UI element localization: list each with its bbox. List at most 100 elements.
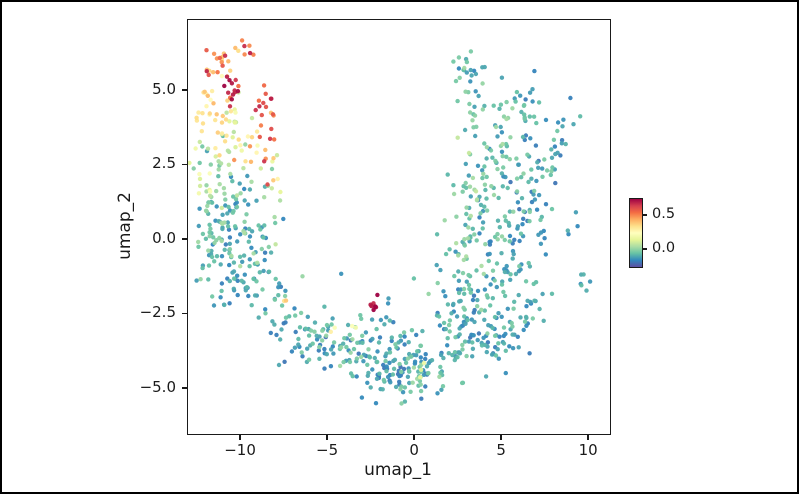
data-point bbox=[499, 130, 505, 135]
data-point bbox=[314, 333, 319, 338]
data-point bbox=[203, 236, 209, 241]
data-point bbox=[476, 93, 481, 99]
data-point bbox=[501, 165, 506, 170]
data-point bbox=[468, 79, 473, 84]
data-point bbox=[217, 55, 222, 61]
data-point bbox=[470, 175, 476, 181]
data-point bbox=[451, 301, 456, 307]
data-point bbox=[200, 111, 205, 116]
data-point bbox=[197, 176, 203, 182]
data-point bbox=[503, 141, 509, 147]
data-point bbox=[540, 174, 545, 179]
data-point bbox=[531, 192, 536, 197]
data-point bbox=[402, 334, 407, 339]
data-point bbox=[306, 333, 312, 338]
data-point bbox=[470, 340, 475, 345]
data-point bbox=[312, 320, 318, 325]
data-point bbox=[200, 144, 205, 149]
data-point bbox=[476, 331, 482, 336]
data-point bbox=[457, 75, 462, 80]
data-point bbox=[234, 204, 240, 210]
data-point bbox=[480, 226, 485, 231]
data-point bbox=[488, 303, 493, 308]
data-point bbox=[226, 90, 231, 95]
data-point bbox=[259, 112, 264, 118]
data-point bbox=[426, 291, 431, 297]
data-point bbox=[378, 317, 384, 323]
data-point bbox=[470, 118, 475, 123]
data-point bbox=[196, 223, 201, 229]
data-point bbox=[497, 334, 502, 339]
data-point bbox=[238, 143, 243, 148]
data-point bbox=[233, 110, 238, 115]
data-point bbox=[472, 232, 477, 237]
data-point bbox=[374, 326, 379, 332]
data-point bbox=[399, 369, 404, 374]
data-point bbox=[238, 264, 243, 269]
data-point bbox=[517, 238, 522, 244]
data-point bbox=[316, 348, 321, 353]
data-point bbox=[247, 187, 253, 192]
data-point bbox=[455, 135, 460, 140]
data-point bbox=[482, 204, 487, 209]
data-point bbox=[468, 194, 473, 199]
data-point bbox=[305, 346, 310, 351]
data-point bbox=[272, 322, 277, 327]
data-point bbox=[500, 154, 505, 159]
data-point bbox=[300, 354, 305, 359]
data-point bbox=[503, 370, 508, 376]
data-point bbox=[205, 146, 211, 151]
data-point bbox=[296, 342, 301, 347]
data-point bbox=[566, 232, 571, 237]
data-point bbox=[233, 77, 238, 83]
data-point bbox=[221, 186, 227, 191]
data-point bbox=[242, 230, 247, 236]
data-point bbox=[259, 246, 264, 252]
data-point bbox=[227, 262, 232, 268]
data-point bbox=[278, 337, 283, 342]
y-tick-mark bbox=[182, 312, 188, 315]
data-point bbox=[317, 356, 322, 361]
data-point bbox=[473, 71, 479, 77]
data-point bbox=[204, 69, 209, 74]
data-point bbox=[408, 389, 413, 394]
data-point bbox=[555, 120, 561, 125]
x-tick-mark bbox=[413, 434, 415, 440]
data-point bbox=[256, 98, 262, 103]
data-point bbox=[443, 251, 449, 257]
data-point bbox=[523, 279, 529, 284]
data-point bbox=[492, 314, 498, 320]
data-point bbox=[483, 374, 489, 379]
data-point bbox=[215, 130, 220, 135]
data-point bbox=[563, 141, 568, 147]
data-point bbox=[456, 66, 462, 71]
x-tick-mark bbox=[587, 434, 589, 440]
data-point bbox=[262, 250, 268, 255]
data-point bbox=[405, 356, 411, 361]
data-point bbox=[375, 292, 380, 298]
data-point bbox=[529, 176, 534, 181]
data-point bbox=[475, 337, 480, 343]
data-point bbox=[499, 314, 504, 319]
data-point bbox=[503, 218, 508, 223]
data-point bbox=[524, 304, 529, 309]
data-point bbox=[247, 264, 252, 269]
data-point bbox=[251, 52, 256, 57]
data-point bbox=[502, 293, 508, 299]
data-point bbox=[222, 53, 228, 58]
data-point bbox=[518, 231, 524, 236]
x-tick-label: −10 bbox=[224, 441, 256, 459]
data-point bbox=[462, 237, 467, 242]
data-point bbox=[487, 239, 492, 245]
data-point bbox=[262, 223, 267, 228]
data-point bbox=[232, 88, 237, 93]
data-point bbox=[207, 234, 212, 239]
data-point bbox=[263, 147, 268, 153]
data-point bbox=[469, 73, 474, 78]
data-point bbox=[474, 124, 479, 129]
data-point bbox=[217, 153, 222, 158]
data-point bbox=[255, 260, 260, 265]
data-point bbox=[247, 144, 253, 149]
data-point bbox=[243, 142, 248, 147]
data-point bbox=[523, 314, 529, 320]
